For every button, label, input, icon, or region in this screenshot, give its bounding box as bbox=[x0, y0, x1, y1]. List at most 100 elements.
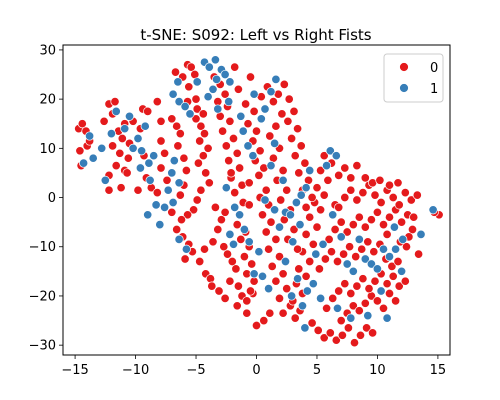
y-tick-label: 30 bbox=[39, 43, 56, 58]
data-point-class-0-260 bbox=[348, 220, 358, 230]
data-point-class-0-284 bbox=[412, 190, 422, 200]
data-point-class-0-258 bbox=[336, 217, 346, 227]
x-tick-label: −10 bbox=[122, 363, 149, 378]
x-tick-label: 10 bbox=[369, 363, 386, 378]
data-point-class-1-43 bbox=[224, 97, 234, 107]
data-point-class-1-4 bbox=[100, 175, 110, 185]
data-point-class-1-25 bbox=[168, 197, 178, 208]
data-point-class-0-55 bbox=[192, 104, 202, 114]
data-point-class-0-130 bbox=[251, 126, 262, 136]
data-point-class-0-42 bbox=[173, 141, 183, 151]
data-point-class-1-67 bbox=[274, 222, 285, 232]
data-point-class-1-3 bbox=[97, 143, 107, 153]
data-point-class-0-56 bbox=[198, 109, 208, 119]
data-point-class-0-184 bbox=[287, 133, 297, 144]
data-point-class-1-46 bbox=[243, 141, 253, 151]
data-point-class-0-288 bbox=[384, 180, 395, 190]
data-point-class-0-140 bbox=[257, 210, 268, 220]
data-point-class-0-153 bbox=[290, 313, 300, 323]
data-point-class-1-38 bbox=[220, 69, 230, 80]
data-point-class-1-52 bbox=[239, 224, 249, 235]
data-point-class-1-31 bbox=[180, 101, 190, 112]
data-point-class-0-179 bbox=[279, 79, 289, 89]
data-point-class-1-19 bbox=[155, 220, 165, 230]
data-point-class-0-69 bbox=[183, 210, 193, 220]
data-point-class-0-127 bbox=[241, 99, 251, 109]
data-point-class-0-262 bbox=[360, 222, 370, 232]
data-point-class-0-148 bbox=[271, 276, 281, 286]
data-point-class-0-104 bbox=[225, 116, 235, 126]
data-point-class-0-206 bbox=[293, 244, 303, 254]
data-point-class-0-82 bbox=[213, 224, 223, 235]
data-point-class-0-50 bbox=[186, 62, 196, 72]
data-point-class-0-100 bbox=[220, 89, 230, 99]
data-point-class-0-259 bbox=[342, 227, 352, 237]
data-point-class-0-79 bbox=[205, 274, 216, 284]
data-point-class-0-263 bbox=[366, 215, 376, 225]
data-point-class-0-88 bbox=[227, 256, 237, 267]
data-point-class-1-100 bbox=[382, 313, 392, 323]
data-point-class-1-15 bbox=[149, 151, 159, 161]
data-point-class-1-12 bbox=[140, 121, 150, 131]
data-point-class-0-152 bbox=[278, 308, 288, 318]
data-point-class-1-32 bbox=[185, 109, 195, 119]
data-point-class-0-181 bbox=[289, 106, 299, 116]
data-point-class-1-18 bbox=[143, 210, 153, 220]
data-point-class-1-29 bbox=[168, 89, 178, 99]
data-point-class-0-143 bbox=[271, 234, 281, 244]
data-point-class-1-17 bbox=[151, 200, 161, 210]
data-point-class-0-85 bbox=[220, 207, 230, 217]
data-point-class-0-225 bbox=[378, 303, 389, 313]
data-point-class-0-234 bbox=[358, 274, 368, 284]
data-point-class-0-287 bbox=[375, 175, 385, 185]
data-point-class-0-239 bbox=[388, 271, 398, 281]
data-point-class-0-123 bbox=[245, 286, 256, 296]
data-point-class-0-268 bbox=[397, 217, 407, 227]
data-point-class-0-126 bbox=[233, 84, 243, 94]
data-point-class-0-37 bbox=[162, 175, 172, 185]
data-point-class-0-64 bbox=[201, 168, 211, 178]
data-point-class-0-218 bbox=[336, 316, 346, 326]
data-point-class-0-210 bbox=[325, 328, 335, 338]
data-point-class-1-109 bbox=[346, 313, 356, 323]
data-point-class-0-261 bbox=[354, 212, 364, 222]
data-point-class-1-108 bbox=[332, 303, 343, 313]
data-point-class-1-42 bbox=[213, 104, 223, 114]
data-point-class-0-119 bbox=[239, 252, 249, 262]
data-point-class-1-77 bbox=[293, 274, 303, 284]
data-point-class-1-92 bbox=[360, 254, 370, 264]
data-point-class-0-270 bbox=[409, 212, 419, 222]
data-point-class-0-243 bbox=[320, 254, 330, 264]
data-point-class-0-147 bbox=[278, 269, 288, 279]
legend-marker-1 bbox=[399, 83, 409, 93]
data-point-class-1-53 bbox=[244, 237, 254, 247]
data-point-class-1-84 bbox=[322, 161, 332, 171]
data-point-class-0-141 bbox=[266, 217, 276, 227]
data-point-class-0-67 bbox=[192, 195, 202, 205]
data-point-class-0-230 bbox=[334, 286, 344, 296]
data-point-class-0-59 bbox=[199, 129, 210, 139]
data-point-class-0-41 bbox=[175, 129, 185, 139]
data-point-class-1-30 bbox=[174, 97, 184, 107]
data-point-class-0-245 bbox=[332, 256, 343, 267]
data-point-class-0-177 bbox=[268, 97, 278, 107]
data-point-class-0-232 bbox=[346, 288, 356, 299]
data-point-class-0-84 bbox=[210, 202, 220, 212]
data-point-class-0-201 bbox=[276, 195, 286, 205]
data-point-class-0-60 bbox=[195, 136, 205, 146]
data-point-class-0-44 bbox=[181, 165, 191, 176]
data-point-class-0-65 bbox=[204, 178, 214, 188]
y-tick-label: 0 bbox=[48, 191, 56, 206]
legend-marker-0 bbox=[399, 62, 409, 72]
data-point-class-1-101 bbox=[363, 311, 373, 321]
data-point-class-0-124 bbox=[245, 72, 256, 82]
data-point-class-0-168 bbox=[319, 190, 329, 200]
data-point-class-0-244 bbox=[326, 247, 337, 257]
data-point-class-0-61 bbox=[203, 143, 213, 153]
x-tick-label: 0 bbox=[252, 363, 260, 378]
data-point-class-0-226 bbox=[384, 288, 395, 299]
data-point-class-0-145 bbox=[274, 252, 285, 262]
x-tick-label: 5 bbox=[313, 363, 321, 378]
data-point-class-0-106 bbox=[228, 133, 239, 144]
data-point-class-0-211 bbox=[331, 335, 341, 345]
